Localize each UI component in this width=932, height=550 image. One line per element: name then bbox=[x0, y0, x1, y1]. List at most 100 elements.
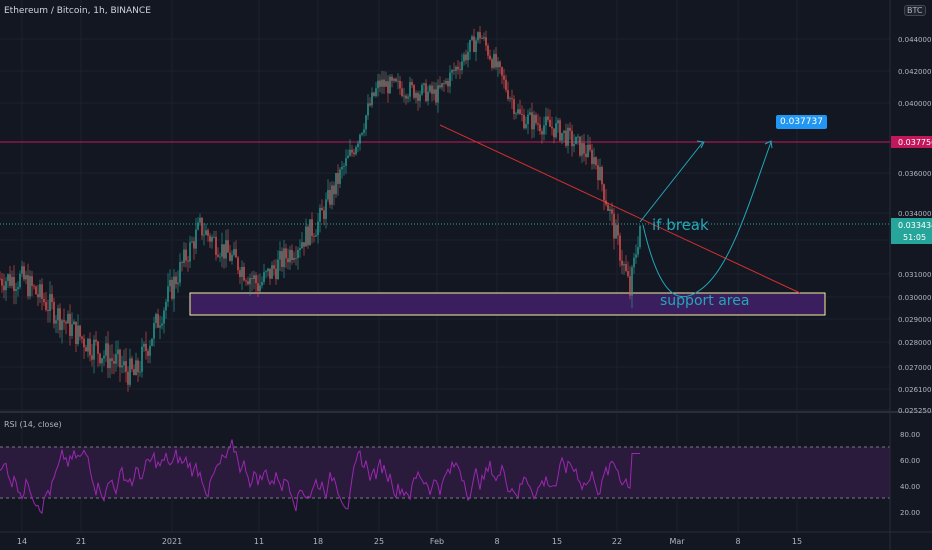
candle-body bbox=[465, 54, 467, 61]
candle-body bbox=[607, 204, 609, 211]
candle-body bbox=[587, 144, 589, 157]
support-area-annotation[interactable]: support area bbox=[660, 293, 750, 309]
candle-body bbox=[345, 158, 347, 166]
candle-body bbox=[411, 82, 413, 86]
candle-body bbox=[255, 275, 257, 284]
symbol-title[interactable]: Ethereum / Bitcoin, 1h, BINANCE bbox=[4, 6, 151, 16]
candle-body bbox=[129, 358, 131, 385]
rsi-axis-label: 80.00 bbox=[900, 431, 920, 439]
candle-body bbox=[127, 371, 129, 385]
candle-body bbox=[173, 276, 175, 299]
candle-body bbox=[123, 361, 125, 366]
candle-body bbox=[261, 282, 263, 286]
rsi-indicator-title[interactable]: RSI (14, close) bbox=[4, 420, 62, 429]
candle-body bbox=[3, 285, 5, 291]
candle-body bbox=[379, 80, 381, 87]
candle-body bbox=[603, 184, 605, 201]
candle-body bbox=[5, 281, 7, 291]
candle-body bbox=[355, 147, 357, 155]
time-axis-label: 15 bbox=[792, 537, 802, 546]
candle-body bbox=[203, 234, 205, 236]
candle-body bbox=[243, 266, 245, 281]
candle-body bbox=[351, 149, 353, 153]
candle-body bbox=[481, 38, 483, 40]
candle-body bbox=[519, 109, 521, 114]
candle-body bbox=[319, 207, 321, 222]
candle-body bbox=[85, 347, 87, 352]
if-break-annotation[interactable]: if break bbox=[652, 216, 709, 234]
candle-body bbox=[423, 83, 425, 85]
currency-badge[interactable]: BTC bbox=[904, 5, 926, 16]
candle-body bbox=[381, 79, 383, 87]
candle-body bbox=[215, 236, 217, 255]
time-axis-label: 21 bbox=[76, 537, 86, 546]
candle-body bbox=[367, 103, 369, 116]
candle-body bbox=[305, 226, 307, 247]
projection-path-dip[interactable] bbox=[642, 141, 772, 298]
candle-body bbox=[575, 136, 577, 145]
candle-body bbox=[125, 361, 127, 372]
candle-body bbox=[31, 276, 33, 286]
price-axis-label: 0.029000 bbox=[898, 316, 931, 324]
candle-body bbox=[365, 115, 367, 130]
candle-body bbox=[193, 241, 195, 249]
candle-body bbox=[157, 313, 159, 328]
candle-body bbox=[13, 276, 15, 292]
candle-body bbox=[487, 45, 489, 56]
candle-body bbox=[555, 123, 557, 138]
candle-body bbox=[67, 313, 69, 324]
candle-body bbox=[525, 124, 527, 129]
candle-body bbox=[89, 338, 91, 356]
candle-body bbox=[531, 112, 533, 130]
candle-body bbox=[57, 308, 59, 321]
candle-body bbox=[619, 235, 621, 261]
target-price-label[interactable]: 0.037737 bbox=[776, 115, 827, 129]
candle-body bbox=[601, 166, 603, 185]
candle-body bbox=[287, 258, 289, 263]
candle-body bbox=[343, 165, 345, 167]
candle-body bbox=[533, 114, 535, 130]
candle-body bbox=[135, 360, 137, 376]
time-axis-label: 2021 bbox=[162, 537, 182, 546]
candle-body bbox=[469, 40, 471, 52]
rsi-axis-label: 40.00 bbox=[900, 483, 920, 491]
candle-body bbox=[361, 132, 363, 135]
candle-body bbox=[559, 120, 561, 141]
candle-body bbox=[407, 96, 409, 99]
candle-body bbox=[497, 61, 499, 68]
candle-body bbox=[65, 321, 67, 324]
candle-body bbox=[413, 85, 415, 98]
candle-body bbox=[253, 275, 255, 279]
candle-body bbox=[347, 155, 349, 159]
candle-body bbox=[493, 53, 495, 68]
candle-body bbox=[21, 266, 23, 274]
candle-body bbox=[199, 217, 201, 223]
candle-body bbox=[321, 207, 323, 211]
support-zone[interactable] bbox=[189, 292, 826, 316]
descending-trendline[interactable] bbox=[439, 124, 801, 294]
candle-body bbox=[337, 173, 339, 184]
candle-body bbox=[325, 199, 327, 219]
candle-body bbox=[209, 235, 211, 242]
candle-body bbox=[373, 92, 375, 96]
projection-path-direct[interactable] bbox=[639, 141, 704, 223]
candle-body bbox=[91, 355, 93, 360]
candle-body bbox=[593, 157, 595, 165]
candle-body bbox=[447, 80, 449, 87]
candle-body bbox=[283, 248, 285, 268]
candle-body bbox=[461, 61, 463, 71]
price-axis-labels: 0.044000 0.042000 0.040000 0.036000 0.034000… bbox=[898, 36, 931, 415]
candle-body bbox=[231, 254, 233, 261]
candle-body bbox=[551, 126, 553, 129]
candle-body bbox=[131, 358, 133, 370]
candle-body bbox=[327, 189, 329, 200]
candle-body bbox=[633, 257, 635, 268]
candle-body bbox=[239, 270, 241, 277]
last-price-badge bbox=[891, 218, 932, 244]
countdown-badge-text: 51:05 bbox=[903, 233, 926, 242]
candle-body bbox=[585, 153, 587, 157]
candle-body bbox=[541, 131, 543, 135]
candle-body bbox=[463, 54, 465, 62]
candle-body bbox=[419, 94, 421, 101]
